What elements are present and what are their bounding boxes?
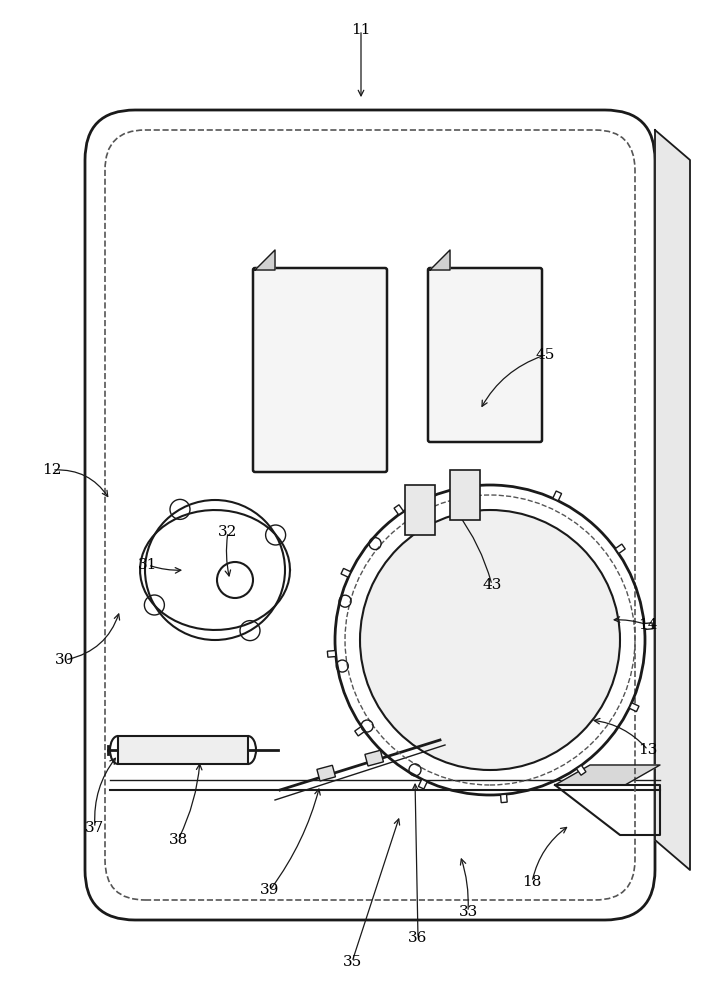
Polygon shape	[655, 130, 690, 870]
Text: 12: 12	[43, 463, 62, 477]
Text: 39: 39	[261, 883, 279, 897]
Polygon shape	[629, 703, 639, 712]
Text: 33: 33	[458, 905, 478, 919]
Polygon shape	[553, 491, 562, 501]
Text: 11: 11	[351, 23, 371, 37]
Text: 14: 14	[638, 618, 658, 632]
FancyBboxPatch shape	[428, 268, 542, 442]
Polygon shape	[355, 726, 365, 736]
Bar	[450, 470, 480, 520]
Polygon shape	[615, 544, 625, 554]
Circle shape	[360, 510, 620, 770]
Text: 13: 13	[638, 743, 658, 757]
Polygon shape	[255, 250, 275, 270]
Bar	[317, 765, 336, 781]
Text: 37: 37	[85, 821, 105, 835]
Polygon shape	[555, 765, 660, 785]
Bar	[118, 736, 248, 764]
Text: 30: 30	[56, 653, 74, 667]
FancyBboxPatch shape	[253, 268, 387, 472]
Text: 45: 45	[535, 348, 554, 362]
Polygon shape	[341, 568, 351, 577]
Text: 38: 38	[168, 833, 188, 847]
Bar	[365, 750, 383, 766]
Polygon shape	[418, 779, 427, 789]
Text: 43: 43	[482, 578, 502, 592]
Polygon shape	[473, 477, 479, 486]
Text: 36: 36	[409, 931, 427, 945]
Polygon shape	[644, 623, 653, 629]
Text: 31: 31	[139, 558, 157, 572]
Polygon shape	[576, 765, 586, 775]
Bar	[405, 485, 435, 535]
Polygon shape	[394, 505, 404, 515]
Text: 32: 32	[218, 525, 238, 539]
Polygon shape	[430, 250, 450, 270]
Text: 35: 35	[342, 955, 362, 969]
FancyBboxPatch shape	[85, 110, 655, 920]
Text: 18: 18	[522, 875, 542, 889]
Polygon shape	[500, 794, 507, 803]
Polygon shape	[327, 651, 336, 657]
